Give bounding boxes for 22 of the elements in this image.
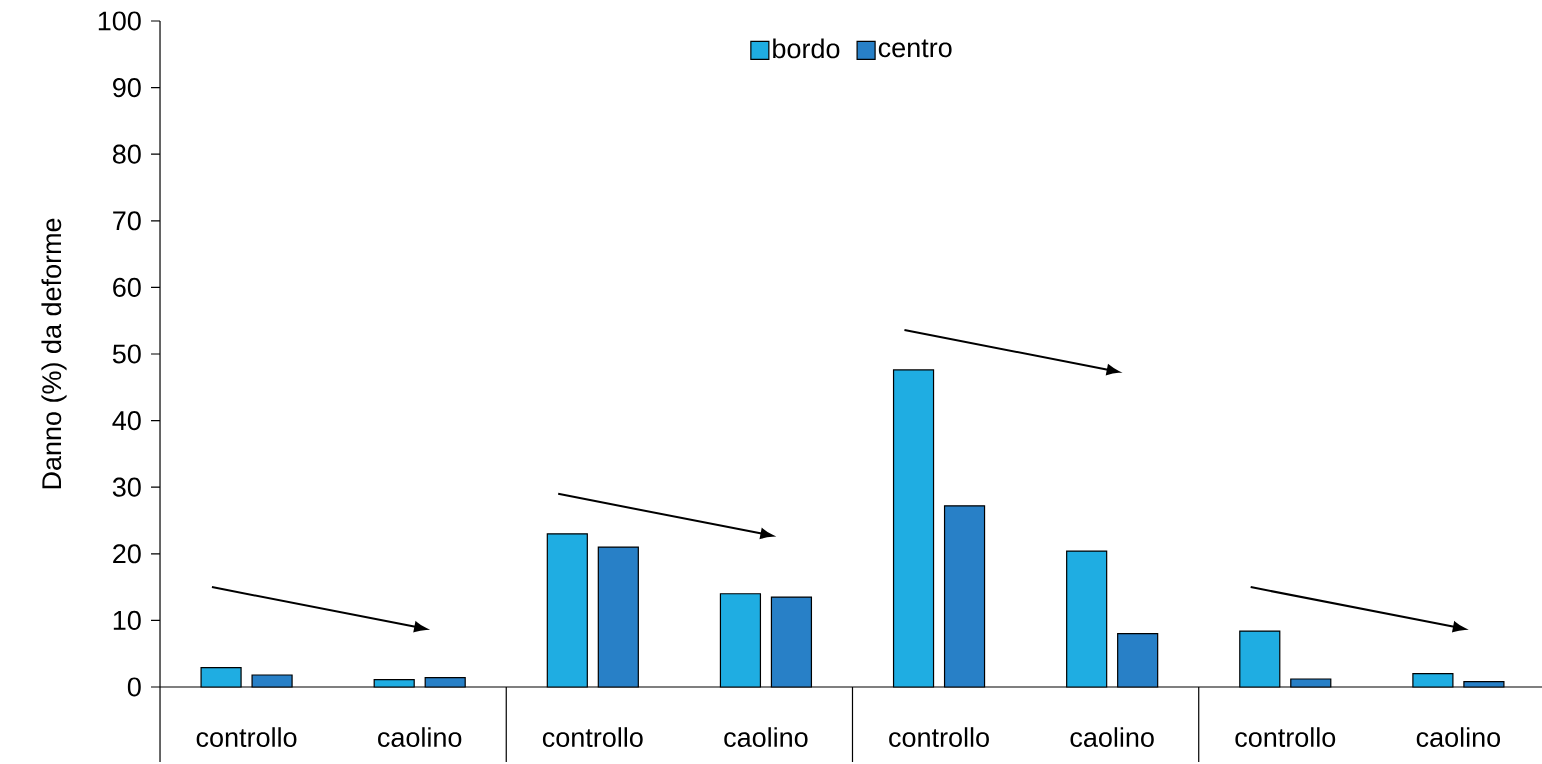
y-tick-label: 60	[113, 277, 141, 297]
y-tick-label: 0	[127, 677, 141, 697]
y-tick-label: 20	[113, 544, 141, 564]
y-tick-label: 10	[113, 610, 141, 630]
x-tick-label: controllo	[196, 727, 297, 748]
y-tick-label: 100	[98, 11, 141, 31]
y-axis-title: Danno (%) da deforme	[41, 218, 67, 489]
y-tick-label: 40	[112, 411, 141, 431]
x-tick-label: caolino	[1416, 727, 1501, 748]
x-tick-label: controllo	[542, 727, 643, 748]
legend-label: centro	[878, 39, 952, 58]
x-tick-label: controllo	[1235, 727, 1336, 748]
y-tick-label: 90	[113, 78, 141, 98]
x-tick-label: controllo	[889, 727, 989, 748]
x-tick-label: caolino	[1070, 727, 1154, 748]
y-tick-label: 50	[112, 344, 141, 364]
y-tick-label: 80	[112, 144, 141, 164]
x-tick-label: caolino	[378, 727, 462, 748]
x-tick-label: caolino	[724, 727, 808, 748]
legend-label: bordo	[773, 38, 840, 59]
y-tick-label: 30	[112, 477, 141, 497]
y-tick-label: 70	[113, 211, 141, 231]
